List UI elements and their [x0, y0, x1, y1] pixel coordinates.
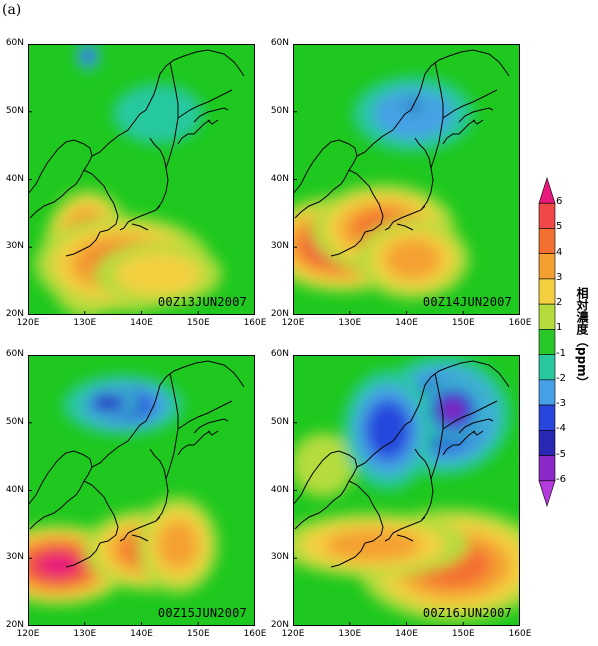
lon-label: 160E: [508, 318, 532, 328]
map-canvas: [28, 44, 255, 315]
lat-label: 50N: [5, 105, 24, 116]
colorbar-tick-label: -4: [556, 423, 566, 435]
lon-label: 140E: [395, 318, 418, 328]
colorbar-arrow-bottom: [538, 480, 556, 507]
colorbar-scale: [538, 177, 556, 507]
colorbar-segment: [538, 303, 556, 330]
colorbar-tick-label: -3: [556, 398, 566, 410]
coastline: [293, 49, 510, 257]
lat-label: 20N: [5, 620, 24, 630]
lat-label: 40N: [270, 484, 289, 495]
lat-label: 60N: [270, 38, 289, 48]
colorbar-segment: [538, 228, 556, 254]
lat-label: 60N: [5, 349, 24, 359]
lat-label: 50N: [270, 105, 289, 116]
colorbar-segment: [538, 278, 556, 305]
colorbar-tick-label: 5: [556, 221, 563, 233]
coastline: [293, 360, 510, 568]
lon-label: 160E: [508, 629, 532, 639]
lat-label: 20N: [270, 620, 289, 630]
colorbar-segment: [538, 202, 556, 229]
map-panel-13jun: 00Z13JUN2007 60N 50N 40N 30N 20N 120E 130E 140E 1…: [6, 38, 267, 328]
concentration-field: [35, 44, 222, 315]
positive-anomaly-contour: [115, 252, 201, 296]
colorbar-tick-label: -1: [556, 347, 566, 359]
negative-anomaly-contour: [365, 400, 411, 460]
coastline: [28, 360, 245, 568]
lon-label: 120E: [16, 629, 40, 639]
figure-label: (a): [2, 2, 22, 18]
lon-label: 150E: [186, 629, 210, 639]
colorbar-arrow-top: [538, 177, 556, 204]
positive-anomaly-contour: [158, 521, 198, 569]
lon-label: 130E: [338, 318, 362, 328]
colorbar-tick-label: 4: [556, 246, 563, 258]
positive-anomaly-contour: [385, 239, 441, 279]
lon-label: 130E: [338, 629, 362, 639]
lat-label: 30N: [5, 552, 24, 563]
lat-label: 30N: [5, 241, 24, 252]
lon-label: 130E: [73, 318, 97, 328]
date-stamp: 00Z16JUN2007: [422, 606, 512, 620]
colorbar-tick-label: 1: [556, 322, 563, 334]
lat-label: 40N: [5, 484, 24, 495]
lat-label: 40N: [5, 173, 24, 184]
lon-label: 140E: [130, 629, 153, 639]
negative-anomaly-contour: [113, 84, 203, 144]
lon-label: 140E: [395, 629, 418, 639]
map-panel-16jun: 00Z16JUN2007 60N 50N 40N 30N 20N 120E 130E 140E 1…: [271, 349, 532, 639]
date-stamp: 00Z13JUN2007: [157, 295, 247, 309]
colorbar-segment: [538, 253, 556, 280]
positive-anomaly-contour: [37, 553, 79, 577]
colorbar-tick-label: -5: [556, 448, 566, 460]
colorbar-tick-label: -6: [556, 473, 566, 485]
colorbar-segment: [538, 430, 556, 456]
lon-label: 160E: [243, 629, 267, 639]
colorbar-title: 相対濃度（ppm）: [575, 287, 589, 389]
colorbar-segment: [538, 379, 556, 406]
colorbar-segment: [538, 354, 556, 381]
lon-label: 120E: [281, 629, 305, 639]
lon-label: 150E: [186, 318, 210, 328]
colorbar: 相対濃度（ppm） 6 5 4 3 2 1 -1 -2 -3 -4 -5 -6: [537, 172, 597, 512]
colorbar-tick-label: 2: [556, 297, 563, 309]
map-canvas: [293, 44, 520, 315]
lon-label: 150E: [451, 318, 475, 328]
lat-label: 40N: [270, 173, 289, 184]
positive-anomaly-contour: [325, 529, 421, 561]
lat-label: 30N: [270, 552, 289, 563]
map-panel-15jun: 00Z15JUN2007 60N 50N 40N 30N 20N 120E 130E 140E 1…: [6, 349, 267, 639]
lon-label: 160E: [243, 318, 267, 328]
lon-label: 150E: [451, 629, 475, 639]
colorbar-segment: [538, 455, 556, 482]
negative-anomaly-contour: [442, 400, 464, 420]
concentration-field: [28, 375, 218, 605]
lat-label: 60N: [5, 38, 24, 48]
colorbar-tick-label: 3: [556, 271, 563, 283]
map-canvas: [28, 355, 255, 626]
colorbar-segment: [538, 329, 556, 355]
date-stamp: 00Z15JUN2007: [157, 606, 247, 620]
negative-anomaly-contour: [96, 397, 120, 409]
lon-label: 140E: [130, 318, 153, 328]
lat-label: 30N: [270, 241, 289, 252]
lon-label: 130E: [73, 629, 97, 639]
negative-anomaly-contour: [82, 48, 94, 64]
colorbar-segment: [538, 404, 556, 431]
coastline: [28, 49, 245, 257]
lat-label: 60N: [270, 349, 289, 359]
lat-label: 50N: [5, 416, 24, 427]
lat-label: 50N: [270, 416, 289, 427]
map-panel-14jun: 00Z14JUN2007 60N 50N 40N 30N 20N 120E 130E 140E 1…: [271, 38, 532, 328]
lat-label: 20N: [5, 309, 24, 319]
colorbar-tick-label: 6: [556, 196, 563, 208]
lon-label: 120E: [281, 318, 305, 328]
lat-label: 20N: [270, 309, 289, 319]
colorbar-tick-label: -2: [556, 372, 566, 384]
map-canvas: [293, 355, 520, 626]
lon-label: 120E: [16, 318, 40, 328]
date-stamp: 00Z14JUN2007: [422, 295, 512, 309]
